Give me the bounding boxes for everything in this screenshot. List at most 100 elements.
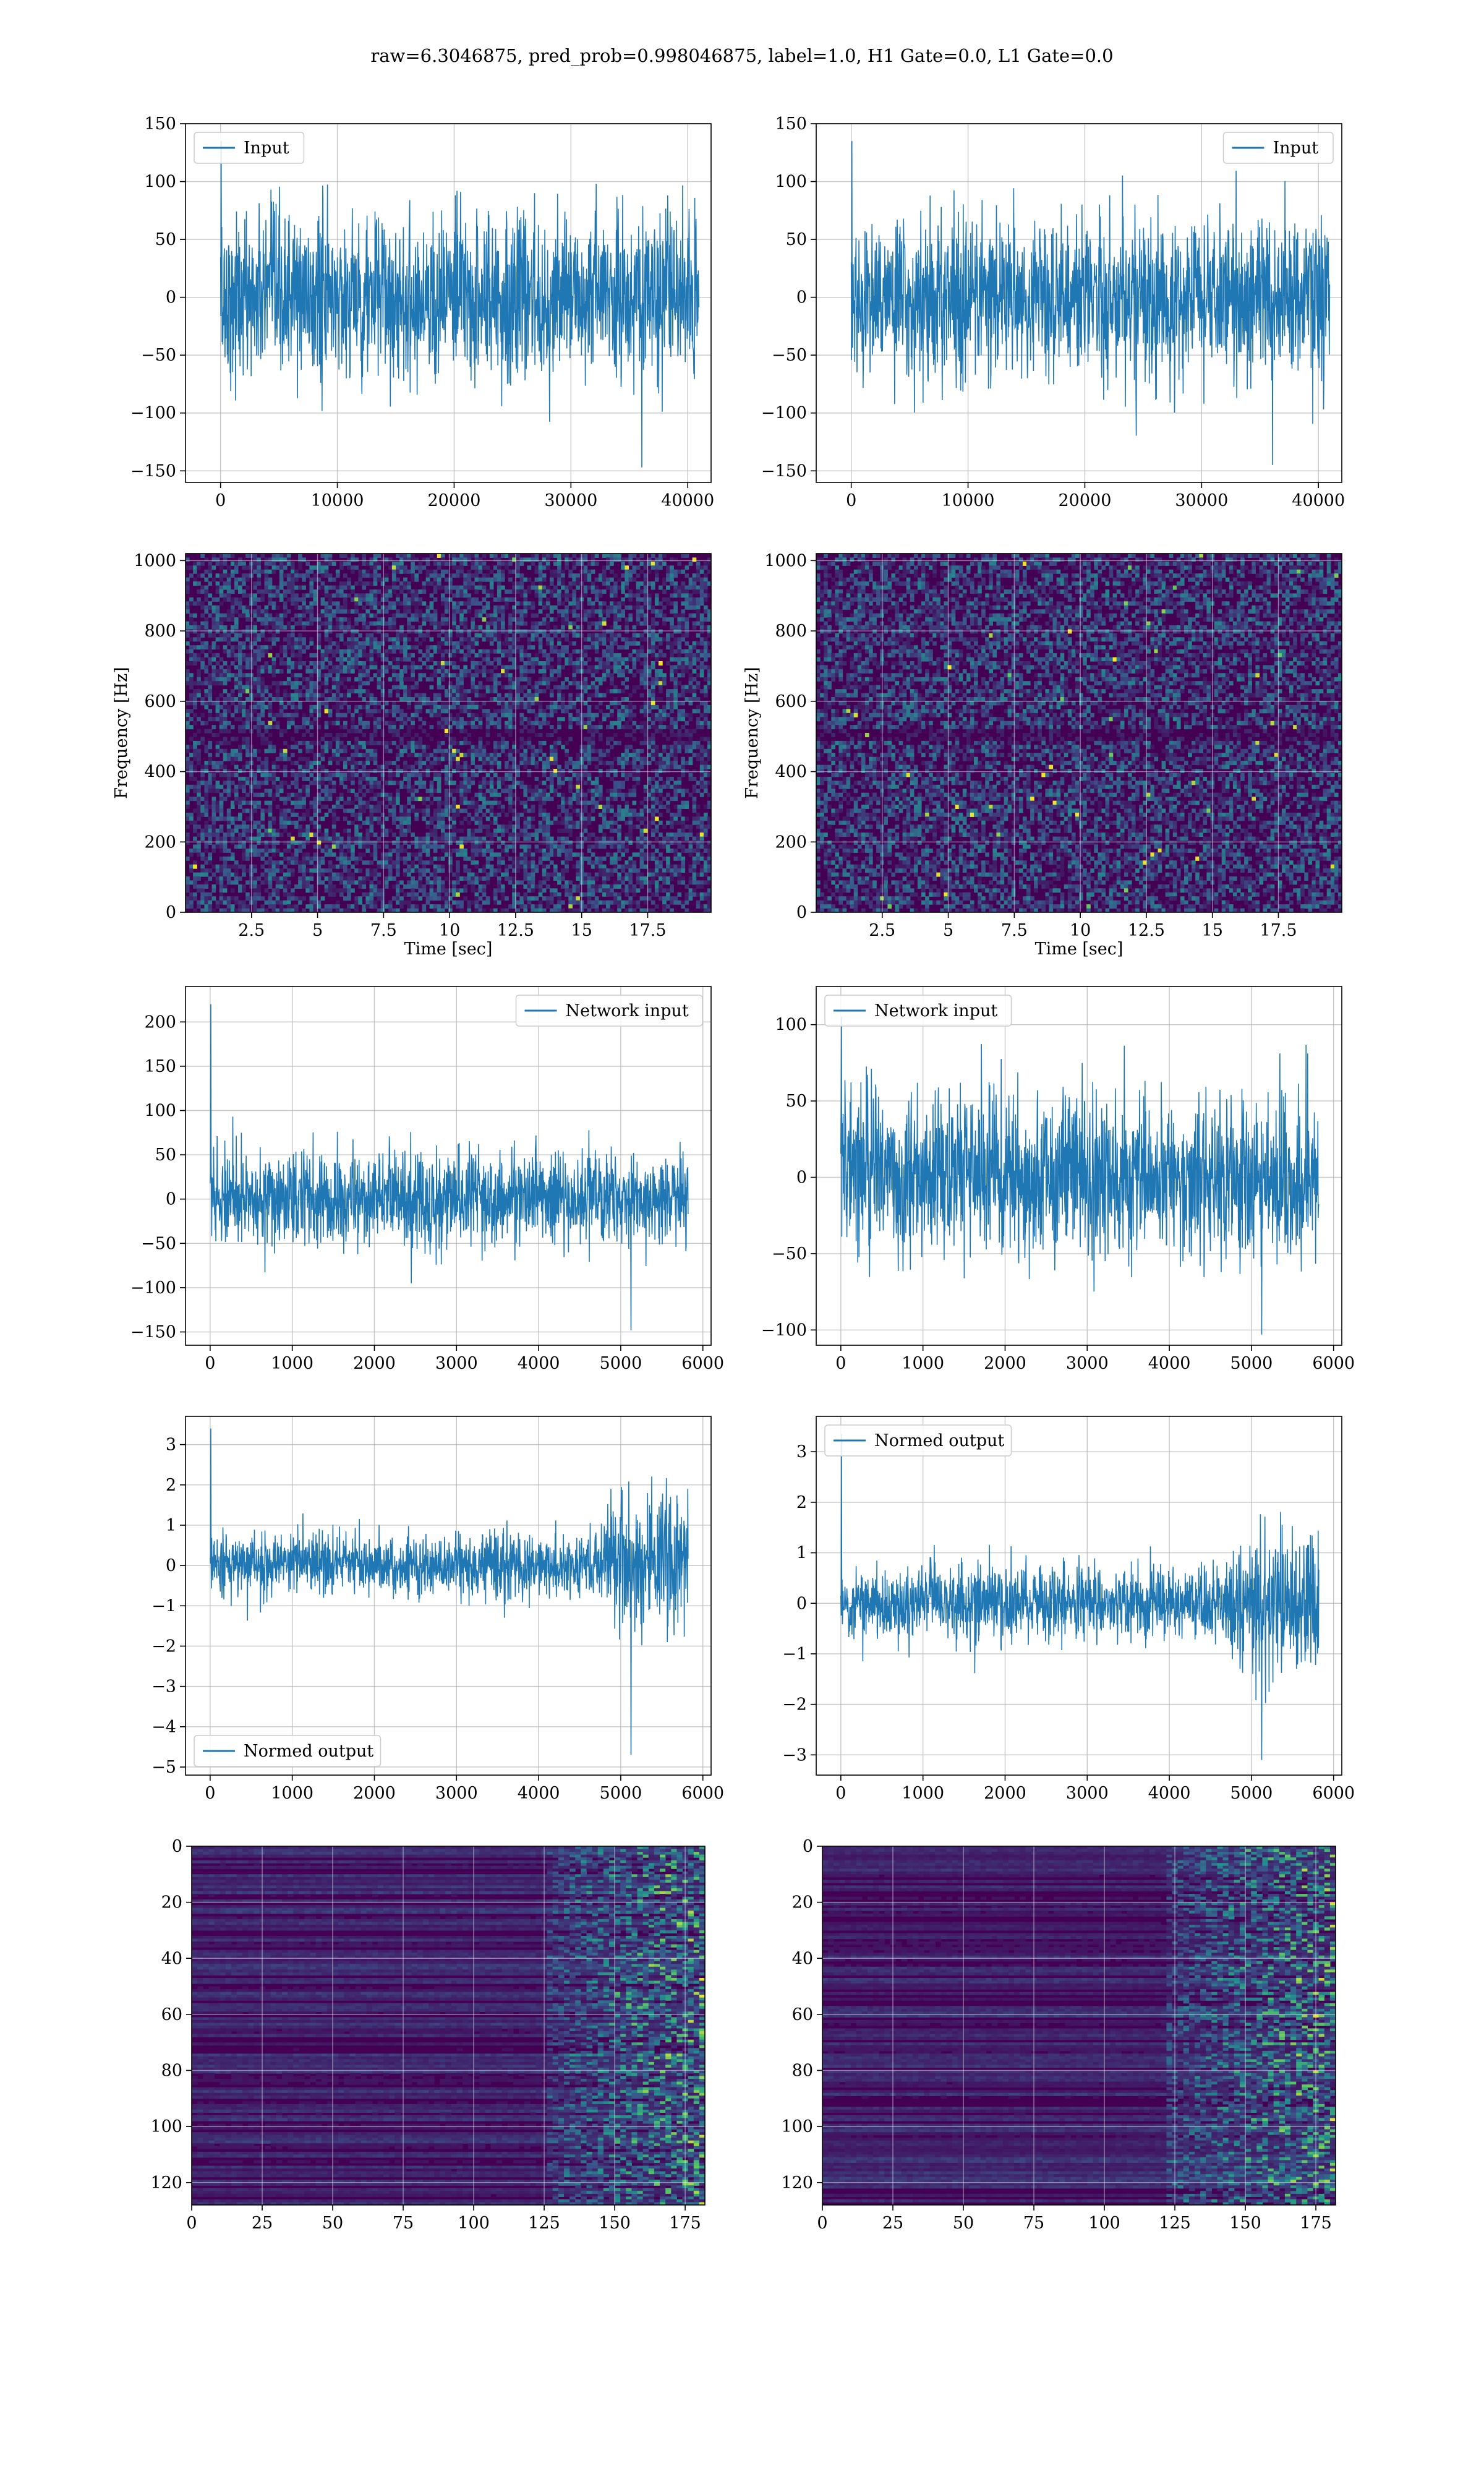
axes-frame [816, 1416, 1342, 1776]
y-tick-label: −100 [761, 1320, 807, 1340]
y-tick-label: 0 [166, 903, 176, 922]
heatmap-cells [186, 554, 711, 912]
axes-frame [185, 986, 712, 1346]
x-tick-label: 100 [1088, 2214, 1120, 2233]
y-tick-label: −4 [151, 1718, 176, 1737]
x-tick-label: 2000 [984, 1354, 1026, 1373]
x-tick-label: 6000 [681, 1784, 724, 1803]
x-tick-label: 0 [205, 1784, 215, 1803]
x-tick-label: 0 [817, 2214, 827, 2233]
x-tick-label: 10000 [942, 491, 995, 510]
axes-frame [822, 1846, 1336, 2206]
y-tick-label: 1 [796, 1544, 807, 1563]
x-tick-label: 20000 [427, 491, 480, 510]
x-tick-label: 5000 [600, 1354, 642, 1373]
x-tick-label: 30000 [544, 491, 597, 510]
normed-output-left: 0 1000 2000 3000 4000 5000 6000 −5 −4 −3 −2 −1 0 1 2 3 N… [151, 1416, 724, 1803]
x-tick-label: 2.5 [869, 921, 895, 940]
x-tick-label: 7.5 [1001, 921, 1028, 940]
y-tick-label: 1 [166, 1516, 176, 1535]
x-tick-label: 20000 [1058, 491, 1111, 510]
legend-box [824, 1424, 1012, 1457]
y-tick-label: 0 [172, 1837, 182, 1856]
x-tick-label: 1000 [902, 1784, 944, 1803]
legend-box [194, 1735, 382, 1767]
y-tick-label: 60 [792, 2005, 813, 2024]
x-tick-label: 6000 [1312, 1354, 1355, 1373]
x-tick-label: 3000 [435, 1354, 478, 1373]
x-tick-label: 2000 [984, 1784, 1026, 1803]
heatmap-cells [816, 554, 1342, 912]
y-tick-label: 80 [792, 2061, 813, 2081]
x-tick-label: 12.5 [497, 921, 534, 940]
y-tick-label: −150 [761, 461, 807, 481]
y-tick-label: 0 [796, 288, 807, 307]
y-tick-label: 100 [150, 2117, 182, 2136]
x-tick-label: 125 [1159, 2214, 1191, 2233]
series-line [840, 1434, 1320, 1760]
spectrogram-left: 2.5 5 7.5 10 12.5 15 17.5 0 200 400 600 800 1000 Time… [112, 551, 712, 959]
y-tick-label: 150 [144, 1057, 176, 1076]
y-tick-label: 200 [144, 1012, 176, 1032]
y-tick-label: 1000 [134, 551, 176, 570]
y-tick-label: 150 [144, 114, 176, 134]
axes-frame [816, 986, 1342, 1346]
x-tick-label: 5000 [1230, 1784, 1273, 1803]
y-tick-label: 800 [775, 622, 807, 641]
x-tick-label: 5 [943, 921, 953, 940]
x-tick-label: 50 [322, 2214, 343, 2233]
y-tick-label: −2 [782, 1695, 807, 1714]
y-tick-label: 40 [161, 1949, 182, 1968]
y-tick-label: 60 [161, 2005, 182, 2024]
x-tick-label: 0 [215, 491, 226, 510]
y-axis-label: Frequency [Hz] [743, 667, 762, 798]
y-tick-label: 0 [166, 1556, 176, 1575]
y-tick-label: 0 [796, 903, 807, 922]
y-axis-label: Frequency [Hz] [112, 667, 131, 798]
x-tick-label: 4000 [518, 1784, 560, 1803]
y-tick-label: −150 [130, 1323, 176, 1342]
spectrogram-right: 2.5 5 7.5 10 12.5 15 17.5 0 200 400 600 800 1000 Time… [743, 551, 1342, 959]
x-tick-label: 15 [1202, 921, 1223, 940]
x-tick-label: 2000 [353, 1784, 396, 1803]
legend-box [824, 995, 1012, 1027]
heatmap-cells [192, 1846, 705, 2205]
network-input-left: 0 1000 2000 3000 4000 5000 6000 −150 −100 −50 0 50 1… [130, 986, 724, 1373]
y-tick-label: −2 [151, 1637, 176, 1656]
y-tick-label: −100 [761, 404, 807, 423]
x-tick-label: 100 [458, 2214, 490, 2233]
x-tick-label: 0 [186, 2214, 197, 2233]
y-tick-label: 50 [786, 230, 807, 249]
series-line [840, 1017, 1320, 1335]
series-line [220, 141, 700, 468]
y-tick-label: −3 [151, 1677, 176, 1697]
y-tick-label: 3 [796, 1442, 807, 1462]
x-tick-label: 4000 [518, 1354, 560, 1373]
x-tick-label: 1000 [271, 1784, 313, 1803]
legend-box [515, 995, 703, 1027]
feature-map-right: 0 25 50 75 100 125 150 175 0 20 40 60 80 100 120 [781, 1837, 1336, 2233]
y-tick-label: 2 [166, 1476, 176, 1495]
normed-output-right: 0 1000 2000 3000 4000 5000 6000 −3 −2 −1 0 1 2 3 Norme… [782, 1416, 1355, 1803]
x-tick-label: 7.5 [370, 921, 397, 940]
y-tick-label: 50 [786, 1092, 807, 1111]
x-tick-label: 1000 [902, 1354, 944, 1373]
series-line [210, 1428, 689, 1755]
series-line [850, 141, 1331, 465]
y-tick-label: −100 [130, 404, 176, 423]
y-tick-label: 1000 [764, 551, 807, 570]
x-tick-label: 25 [252, 2214, 273, 2233]
y-tick-label: 200 [144, 833, 176, 852]
y-tick-label: −50 [772, 1244, 807, 1264]
x-tick-label: 15 [571, 921, 592, 940]
x-tick-label: 5 [312, 921, 323, 940]
y-tick-label: 20 [792, 1893, 813, 1912]
x-tick-label: 10 [1070, 921, 1091, 940]
x-tick-label: 4000 [1148, 1784, 1191, 1803]
legend-box [194, 132, 305, 164]
y-tick-label: −150 [130, 461, 176, 481]
x-tick-label: 50 [953, 2214, 974, 2233]
y-tick-label: 800 [144, 622, 176, 641]
y-tick-label: 50 [155, 1145, 176, 1165]
